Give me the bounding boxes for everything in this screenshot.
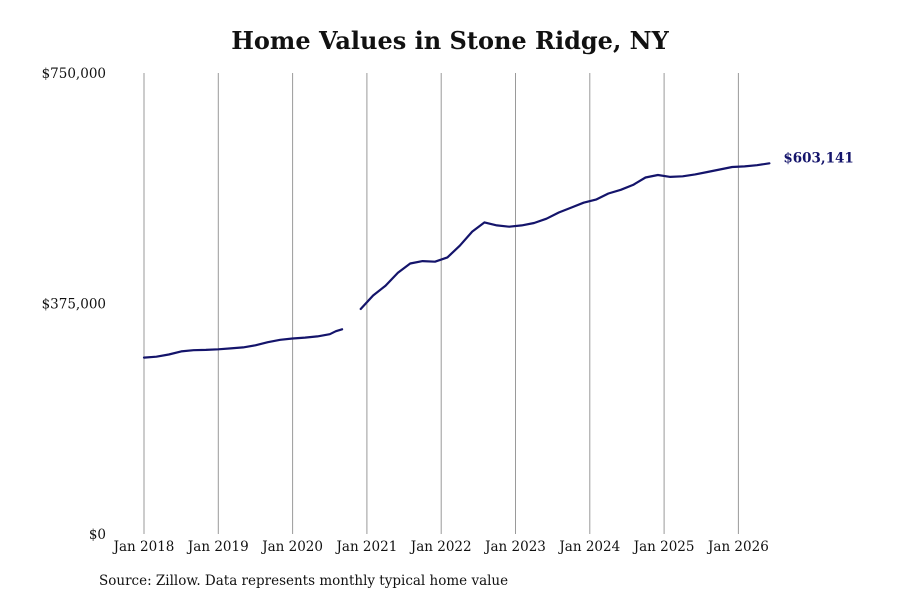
series-line bbox=[142, 162, 771, 359]
end-value-label: $603,141 bbox=[783, 150, 853, 166]
x-tick-label: Jan 2023 bbox=[483, 539, 546, 555]
x-axis-ticks: Jan 2018 Jan 2019 Jan 2020 Jan 2021 Jan 2022… bbox=[112, 539, 769, 555]
y-tick-label: $375,000 bbox=[42, 297, 106, 313]
x-tick-label: Jan 2019 bbox=[186, 539, 249, 555]
end-label-group: $603,141 bbox=[783, 150, 853, 166]
chart-title: Home Values in Stone Ridge, NY bbox=[231, 26, 669, 55]
x-tick-label: Jan 2020 bbox=[260, 539, 323, 555]
x-tick-label: Jan 2022 bbox=[409, 539, 472, 555]
source-note: Source: Zillow. Data represents monthly … bbox=[99, 573, 509, 589]
gridlines bbox=[143, 73, 739, 534]
x-tick-label: Jan 2025 bbox=[632, 539, 695, 555]
series-segment bbox=[142, 328, 344, 359]
x-tick-label: Jan 2024 bbox=[557, 539, 620, 555]
x-tick-label: Jan 2021 bbox=[334, 539, 397, 555]
y-tick-label: $750,000 bbox=[42, 66, 106, 82]
series-segment bbox=[359, 162, 771, 311]
y-axis-ticks: $0 $375,000 $750,000 bbox=[42, 66, 106, 543]
x-tick-label: Jan 2026 bbox=[706, 539, 769, 555]
x-tick-label: Jan 2018 bbox=[112, 539, 175, 555]
y-tick-label: $0 bbox=[89, 527, 106, 543]
